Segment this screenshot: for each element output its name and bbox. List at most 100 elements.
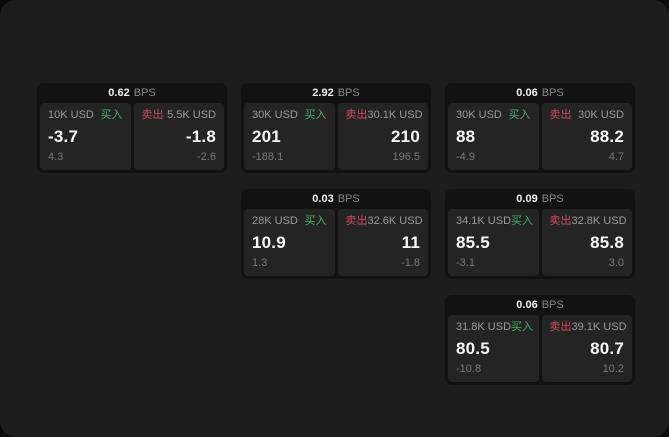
buy-tile[interactable]: 34.1K USD 买入 85.5 -3.1 <box>448 209 539 276</box>
buy-delta: -4.9 <box>456 151 475 163</box>
buy-delta: 1.3 <box>252 257 268 269</box>
buy-side-label: 买入 <box>508 109 531 121</box>
card-header: 0.09 BPS <box>445 189 635 209</box>
sell-delta: 196.5 <box>392 151 420 163</box>
buy-delta: -188.1 <box>252 151 284 163</box>
bps-unit-label: BPS <box>337 87 360 99</box>
sell-delta: 10.2 <box>602 363 624 375</box>
buy-volume: 31.8K USD <box>456 321 512 333</box>
sell-delta: -1.8 <box>401 257 420 269</box>
sell-side-label: 卖出 <box>345 109 368 121</box>
quote-card: 0.06 BPS 30K USD 买入 88 -4.9 卖出 30K USD 8… <box>445 83 635 173</box>
bps-value: 0.62 <box>108 87 130 99</box>
buy-delta: 4.3 <box>48 151 64 163</box>
buy-tile-top: 28K USD 买入 <box>252 215 327 228</box>
bps-value: 0.09 <box>516 193 538 205</box>
buy-volume: 28K USD <box>252 215 298 227</box>
buy-volume: 30K USD <box>456 109 502 121</box>
card-body: 10K USD 买入 -3.7 4.3 卖出 5.5K USD -1.8 -2.… <box>37 103 227 173</box>
buy-tile-top: 30K USD 买入 <box>252 109 327 122</box>
sell-side-label: 卖出 <box>345 215 368 227</box>
buy-tile[interactable]: 10K USD 买入 -3.7 4.3 <box>40 103 131 170</box>
sell-price: -1.8 <box>185 127 216 146</box>
sell-price: 80.7 <box>590 339 624 358</box>
buy-side-label: 买入 <box>511 215 534 227</box>
buy-tile[interactable]: 31.8K USD 买入 80.5 -10.8 <box>448 315 539 382</box>
buy-tile-top: 10K USD 买入 <box>48 109 123 122</box>
sell-volume: 32.6K USD <box>367 215 423 227</box>
sell-side-label: 卖出 <box>549 109 572 121</box>
bps-unit-label: BPS <box>133 87 156 99</box>
buy-tile-top: 34.1K USD 买入 <box>456 215 534 228</box>
sell-tile-top: 卖出 5.5K USD <box>142 109 217 122</box>
sell-tile-top: 卖出 32.8K USD <box>549 215 627 228</box>
sell-side-label: 卖出 <box>141 109 164 121</box>
bps-value: 0.06 <box>516 87 538 99</box>
buy-price: -3.7 <box>48 127 79 146</box>
buy-tile[interactable]: 30K USD 买入 201 -188.1 <box>244 103 335 170</box>
buy-price: 201 <box>252 127 281 146</box>
buy-price: 10.9 <box>252 233 286 252</box>
sell-volume: 30K USD <box>578 109 624 121</box>
card-body: 30K USD 买入 201 -188.1 卖出 30.1K USD 210 1… <box>241 103 431 173</box>
card-header: 0.06 BPS <box>445 83 635 103</box>
bps-unit-label: BPS <box>541 193 564 205</box>
buy-tile-top: 30K USD 买入 <box>456 109 531 122</box>
quote-card: 0.09 BPS 34.1K USD 买入 85.5 -3.1 卖出 32.8K… <box>445 189 635 279</box>
bps-value: 0.03 <box>312 193 334 205</box>
sell-tile[interactable]: 卖出 32.6K USD 11 -1.8 <box>337 209 428 276</box>
sell-delta: 3.0 <box>608 257 624 269</box>
buy-tile-top: 31.8K USD 买入 <box>456 321 534 334</box>
buy-side-label: 买入 <box>304 215 327 227</box>
buy-price: 80.5 <box>456 339 490 358</box>
sell-tile-top: 卖出 30.1K USD <box>345 109 423 122</box>
buy-volume: 34.1K USD <box>456 215 512 227</box>
sell-price: 85.8 <box>590 233 624 252</box>
buy-price: 88 <box>456 127 476 146</box>
card-header: 0.06 BPS <box>445 295 635 315</box>
sell-tile[interactable]: 卖出 30.1K USD 210 196.5 <box>337 103 428 170</box>
sell-delta: 4.7 <box>608 151 624 163</box>
sell-side-label: 卖出 <box>549 215 572 227</box>
card-body: 31.8K USD 买入 80.5 -10.8 卖出 39.1K USD 80.… <box>445 315 635 385</box>
sell-volume: 32.8K USD <box>571 215 627 227</box>
quote-card: 0.06 BPS 31.8K USD 买入 80.5 -10.8 卖出 39.1… <box>445 295 635 385</box>
bps-value: 0.06 <box>516 299 538 311</box>
buy-side-label: 买入 <box>304 109 327 121</box>
card-body: 30K USD 买入 88 -4.9 卖出 30K USD 88.2 4.7 <box>445 103 635 173</box>
card-header: 0.03 BPS <box>241 189 431 209</box>
sell-delta: -2.6 <box>197 151 216 163</box>
sell-tile[interactable]: 卖出 39.1K USD 80.7 10.2 <box>541 315 632 382</box>
card-body: 34.1K USD 买入 85.5 -3.1 卖出 32.8K USD 85.8… <box>445 209 635 279</box>
sell-price: 11 <box>401 233 420 252</box>
buy-side-label: 买入 <box>100 109 123 121</box>
buy-side-label: 买入 <box>511 321 534 333</box>
sell-volume: 39.1K USD <box>571 321 627 333</box>
sell-tile[interactable]: 卖出 5.5K USD -1.8 -2.6 <box>133 103 224 170</box>
bps-unit-label: BPS <box>541 87 564 99</box>
sell-volume: 30.1K USD <box>367 109 423 121</box>
bps-unit-label: BPS <box>337 193 360 205</box>
sell-side-label: 卖出 <box>549 321 572 333</box>
buy-volume: 30K USD <box>252 109 298 121</box>
card-header: 0.62 BPS <box>37 83 227 103</box>
buy-tile[interactable]: 28K USD 买入 10.9 1.3 <box>244 209 335 276</box>
quote-card: 2.92 BPS 30K USD 买入 201 -188.1 卖出 30.1K … <box>241 83 431 173</box>
buy-delta: -10.8 <box>456 363 482 375</box>
bps-value: 2.92 <box>312 87 334 99</box>
buy-price: 85.5 <box>456 233 490 252</box>
buy-tile[interactable]: 30K USD 买入 88 -4.9 <box>448 103 539 170</box>
sell-price: 88.2 <box>590 127 624 146</box>
card-header: 2.92 BPS <box>241 83 431 103</box>
bps-unit-label: BPS <box>541 299 564 311</box>
sell-tile-top: 卖出 32.6K USD <box>345 215 423 228</box>
sell-tile[interactable]: 卖出 32.8K USD 85.8 3.0 <box>541 209 632 276</box>
quote-card: 0.62 BPS 10K USD 买入 -3.7 4.3 卖出 5.5K USD… <box>37 83 227 173</box>
sell-tile-top: 卖出 39.1K USD <box>549 321 627 334</box>
sell-price: 210 <box>391 127 420 146</box>
sell-tile[interactable]: 卖出 30K USD 88.2 4.7 <box>541 103 632 170</box>
card-body: 28K USD 买入 10.9 1.3 卖出 32.6K USD 11 -1.8 <box>241 209 431 279</box>
sell-volume: 5.5K USD <box>167 109 216 121</box>
buy-delta: -3.1 <box>456 257 475 269</box>
